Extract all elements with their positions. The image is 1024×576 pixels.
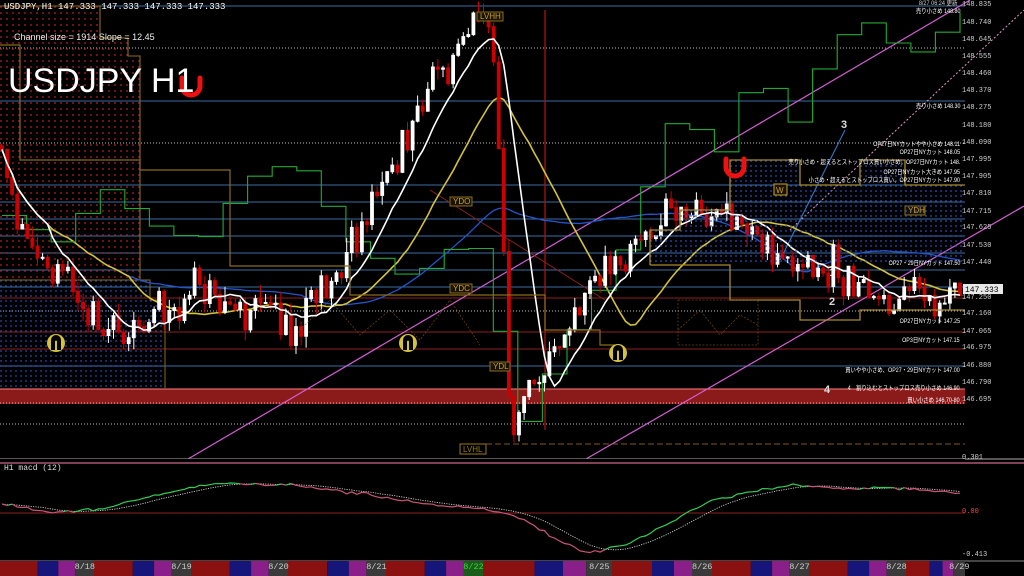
svg-text:YDL: YDL bbox=[493, 362, 509, 371]
svg-text:3: 3 bbox=[841, 119, 847, 131]
svg-text:YDO: YDO bbox=[453, 197, 470, 206]
svg-text:4: 4 bbox=[824, 384, 831, 396]
svg-text:YDC: YDC bbox=[453, 284, 470, 293]
svg-text:LVHL: LVHL bbox=[463, 445, 483, 454]
svg-text:W: W bbox=[776, 186, 784, 195]
svg-text:2: 2 bbox=[829, 296, 835, 308]
svg-text:LVHH: LVHH bbox=[480, 12, 501, 21]
